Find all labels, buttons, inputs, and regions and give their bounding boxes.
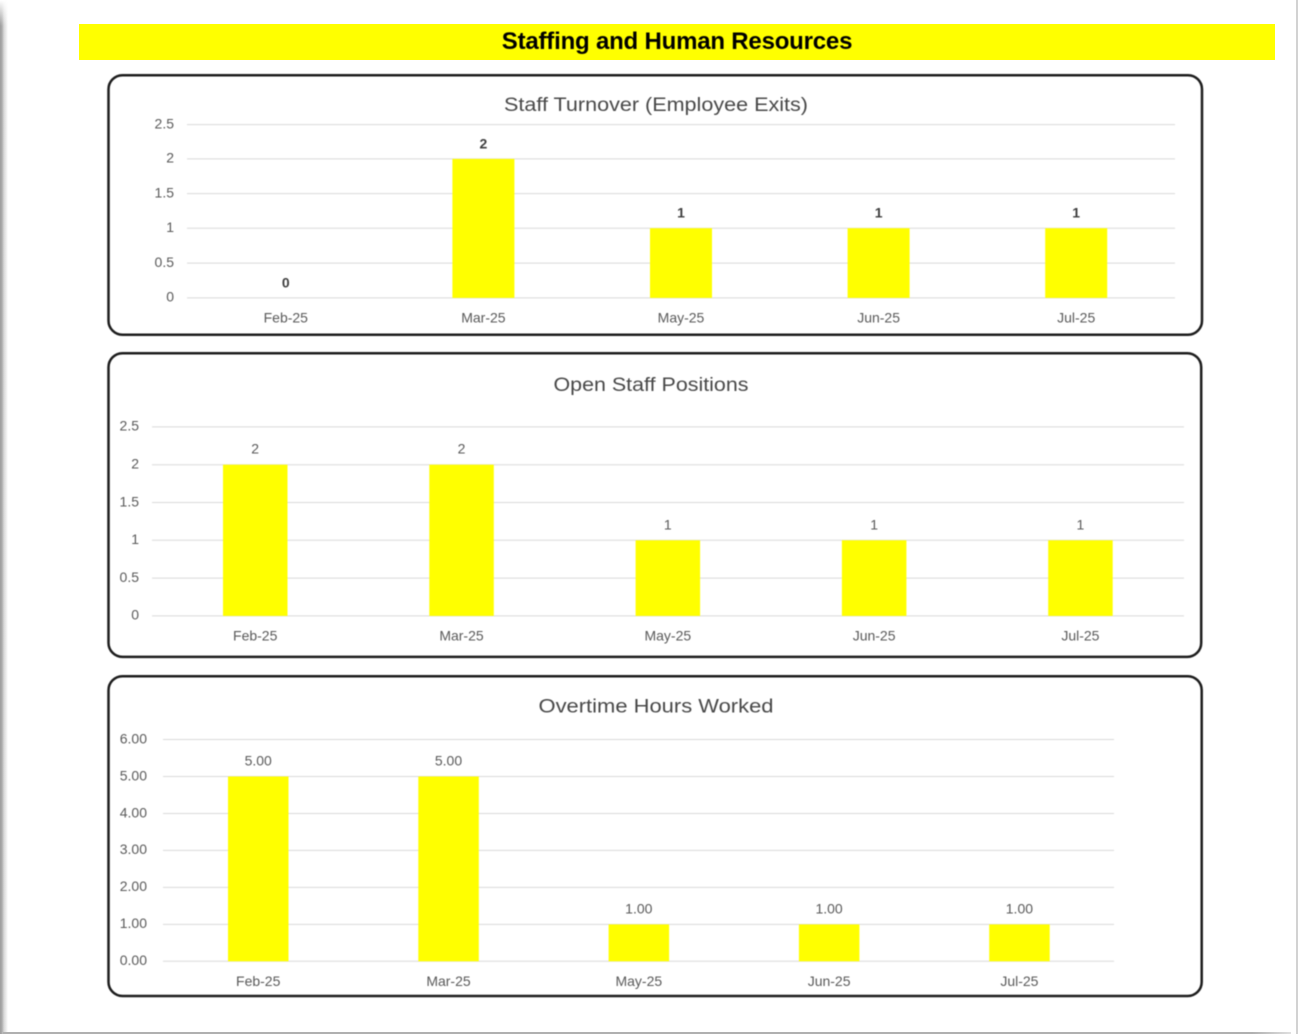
svg-text:Staff Turnover (Employee Exits: Staff Turnover (Employee Exits) xyxy=(504,95,808,116)
svg-text:1.00: 1.00 xyxy=(120,915,147,931)
svg-text:1: 1 xyxy=(870,516,878,532)
svg-text:Feb-25: Feb-25 xyxy=(236,973,281,989)
svg-text:Overtime Hours Worked: Overtime Hours Worked xyxy=(539,697,774,718)
svg-text:2: 2 xyxy=(251,441,259,457)
svg-text:2.5: 2.5 xyxy=(155,115,175,131)
svg-text:1: 1 xyxy=(875,205,883,221)
svg-text:Mar-25: Mar-25 xyxy=(426,973,471,989)
svg-text:0: 0 xyxy=(282,274,290,290)
svg-text:0.5: 0.5 xyxy=(155,254,175,270)
svg-text:May-25: May-25 xyxy=(658,310,705,326)
svg-text:1.5: 1.5 xyxy=(120,493,140,509)
svg-text:Jul-25: Jul-25 xyxy=(1061,628,1099,644)
svg-text:0.5: 0.5 xyxy=(120,569,140,585)
svg-text:Feb-25: Feb-25 xyxy=(233,628,278,644)
svg-text:5.00: 5.00 xyxy=(120,767,147,783)
svg-text:5.00: 5.00 xyxy=(435,753,462,769)
svg-text:1.00: 1.00 xyxy=(625,900,652,916)
svg-text:2: 2 xyxy=(131,456,139,472)
svg-text:Mar-25: Mar-25 xyxy=(461,310,506,326)
svg-text:2: 2 xyxy=(458,441,466,457)
svg-text:Mar-25: Mar-25 xyxy=(439,628,484,644)
svg-text:Jun-25: Jun-25 xyxy=(853,628,896,644)
svg-text:5.00: 5.00 xyxy=(245,753,272,769)
svg-text:0: 0 xyxy=(131,607,139,623)
svg-text:6.00: 6.00 xyxy=(120,730,147,746)
svg-text:Jul-25: Jul-25 xyxy=(1000,973,1038,989)
svg-text:2.5: 2.5 xyxy=(120,418,140,434)
svg-text:1.00: 1.00 xyxy=(815,900,842,916)
svg-text:Jun-25: Jun-25 xyxy=(857,310,900,326)
svg-text:Feb-25: Feb-25 xyxy=(264,310,309,326)
svg-text:May-25: May-25 xyxy=(615,973,662,989)
svg-text:2.00: 2.00 xyxy=(120,878,147,894)
svg-text:3.00: 3.00 xyxy=(120,841,147,857)
svg-text:May-25: May-25 xyxy=(644,628,691,644)
svg-text:1: 1 xyxy=(166,219,174,235)
svg-text:Open Staff Positions: Open Staff Positions xyxy=(554,375,749,396)
svg-text:2: 2 xyxy=(166,150,174,166)
svg-text:1: 1 xyxy=(677,205,685,221)
svg-text:1.5: 1.5 xyxy=(155,184,175,200)
svg-text:1: 1 xyxy=(1072,205,1080,221)
svg-text:Jun-25: Jun-25 xyxy=(808,973,851,989)
svg-text:4.00: 4.00 xyxy=(120,804,147,820)
svg-text:1: 1 xyxy=(664,516,672,532)
svg-text:2: 2 xyxy=(480,135,488,151)
svg-text:1: 1 xyxy=(1077,516,1085,532)
svg-text:1.00: 1.00 xyxy=(1006,900,1033,916)
svg-text:Jul-25: Jul-25 xyxy=(1057,310,1095,326)
svg-text:1: 1 xyxy=(131,531,139,547)
svg-text:0: 0 xyxy=(166,289,174,305)
svg-text:0.00: 0.00 xyxy=(120,952,147,968)
